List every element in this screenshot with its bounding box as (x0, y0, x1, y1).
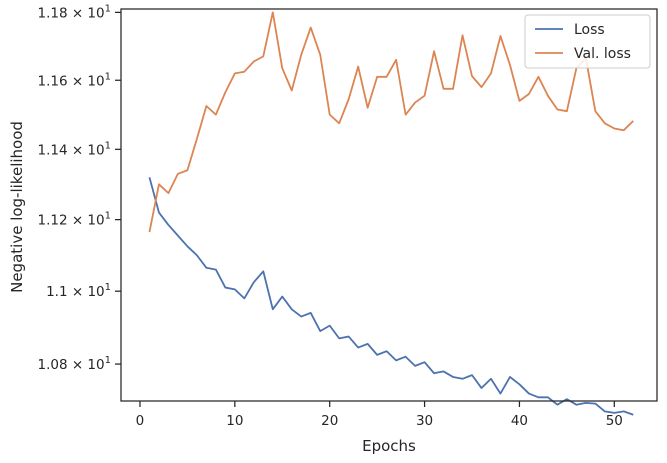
x-axis-ticks: 0 10 20 30 40 50 (136, 401, 623, 429)
legend: Loss Val. loss (524, 14, 651, 69)
legend-label-loss: Loss (574, 22, 605, 38)
y-tick-label: 1.18 × 101 (37, 3, 111, 21)
x-tick-label: 40 (511, 413, 528, 429)
y-tick-label: 1.08 × 101 (37, 355, 111, 373)
y-axis-ticks: 1.08 × 101 1.1 × 101 1.12 × 101 1.14 × 101 1… (37, 3, 121, 373)
y-axis-label: Negative log-likelihood (8, 121, 26, 293)
x-tick-label: 50 (606, 413, 623, 429)
y-tick-label: 1.16 × 101 (37, 71, 111, 89)
x-tick-label: 20 (321, 413, 338, 429)
series-line-val-loss (148, 11, 634, 233)
x-axis-label: Epochs (362, 437, 416, 455)
x-tick-label: 0 (136, 413, 145, 429)
y-tick-label: 1.12 × 101 (37, 211, 111, 229)
plot-frame (120, 8, 658, 402)
y-tick-label: 1.1 × 101 (46, 282, 111, 300)
x-tick-label: 30 (416, 413, 433, 429)
legend-label-val-loss: Val. loss (574, 46, 631, 62)
y-tick-label: 1.14 × 101 (37, 140, 111, 158)
x-tick-label: 10 (226, 413, 243, 429)
